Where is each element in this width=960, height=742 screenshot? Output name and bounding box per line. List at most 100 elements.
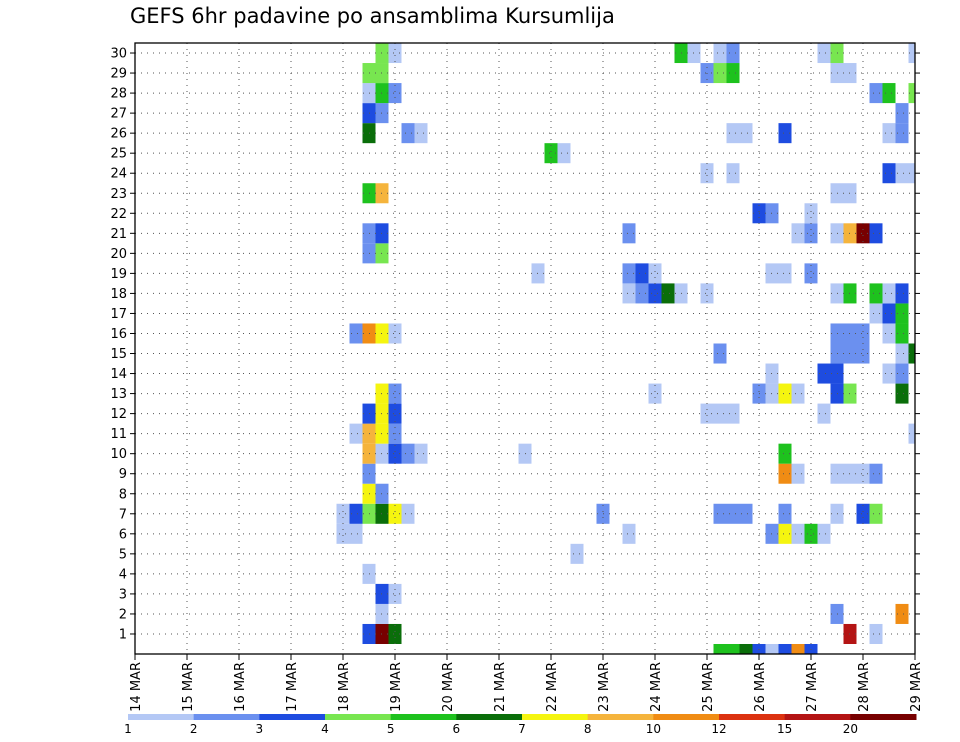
y-tick-label: 11: [110, 427, 127, 442]
x-tick-label: 29 MAR: [909, 662, 924, 712]
data-cell: [882, 83, 896, 104]
legend-swatch: [325, 714, 392, 720]
legend-label: 3: [256, 722, 264, 736]
data-cell: [414, 123, 428, 144]
data-cell: [388, 503, 402, 524]
data-cell: [739, 123, 753, 144]
x-tick-label: 25 MAR: [701, 662, 716, 712]
data-cell: [778, 383, 792, 404]
y-tick-label: 10: [110, 447, 127, 462]
x-tick-label: 15 MAR: [181, 662, 196, 712]
data-cell: [544, 143, 558, 164]
plot-frame: [134, 42, 916, 655]
data-cell: [570, 543, 584, 564]
x-tick-label: 23 MAR: [597, 662, 612, 712]
legend-swatch: [456, 714, 523, 720]
legend-label: 8: [584, 722, 592, 736]
data-cell: [388, 43, 402, 64]
x-axis: 14 MAR 15 MAR 16 MAR 17 MAR 18 MAR 19 MAR 20 M…: [129, 654, 924, 712]
data-cell: [856, 503, 870, 524]
y-tick-label: 13: [110, 387, 127, 402]
legend-label: 1: [124, 722, 132, 736]
data-cell: [778, 644, 792, 654]
y-tick-label: 8: [119, 487, 127, 502]
data-cell: [804, 263, 818, 284]
legend-swatch: [850, 714, 917, 720]
grid-layer: [134, 43, 916, 654]
data-cell: [336, 523, 350, 544]
legend-swatch: [719, 714, 786, 720]
data-cell: [388, 623, 402, 644]
data-cell: [726, 123, 740, 144]
data-cell: [895, 303, 909, 324]
data-cell: [817, 43, 831, 64]
legend-label: 12: [711, 722, 726, 736]
data-cell: [817, 363, 831, 384]
data-cell: [778, 523, 792, 544]
data-cell: [414, 443, 428, 464]
data-cell: [908, 163, 915, 184]
legend-swatch: [784, 714, 851, 720]
data-cell: [895, 163, 909, 184]
data-cell: [882, 363, 896, 384]
data-cell: [869, 623, 883, 644]
y-tick-label: 20: [110, 247, 127, 262]
data-cell: [908, 43, 915, 64]
chart-title: GEFS 6hr padavine po ansamblima Kursumli…: [130, 4, 615, 28]
x-tick-label: 21 MAR: [493, 662, 508, 712]
data-cell: [895, 283, 909, 304]
y-tick-label: 16: [110, 327, 127, 342]
y-tick-label: 9: [119, 467, 127, 482]
data-cell: [726, 63, 740, 84]
x-tick-label: 26 MAR: [753, 662, 768, 712]
data-cell: [713, 503, 727, 524]
data-cell: [869, 463, 883, 484]
data-cell: [856, 223, 870, 244]
data-cell: [869, 223, 883, 244]
x-tick-label: 27 MAR: [805, 662, 820, 712]
legend-swatch: [128, 714, 195, 720]
data-cell: [869, 283, 883, 304]
data-cell: [765, 644, 779, 654]
data-cell: [401, 443, 415, 464]
data-cell: [622, 523, 636, 544]
data-cell: [804, 523, 818, 544]
data-cell: [791, 644, 805, 654]
data-cell: [869, 303, 883, 324]
data-cell: [349, 423, 363, 444]
legend-swatch: [390, 714, 457, 720]
y-axis: 1234567891011121314151617181920212223242…: [110, 47, 920, 642]
y-tick-label: 22: [110, 207, 127, 222]
legend-swatch: [259, 714, 326, 720]
data-cell: [648, 383, 662, 404]
x-tick-label: 20 MAR: [441, 662, 456, 712]
data-cell: [778, 123, 792, 144]
legend-label: 7: [518, 722, 526, 736]
data-cell: [908, 343, 915, 364]
legend-label: 15: [777, 722, 792, 736]
data-cell: [856, 323, 870, 344]
data-cell: [401, 503, 415, 524]
data-cell: [622, 283, 636, 304]
y-tick-label: 14: [110, 367, 127, 382]
data-cell: [726, 503, 740, 524]
data-cell: [336, 503, 350, 524]
y-tick-label: 15: [110, 347, 127, 362]
data-cell: [895, 603, 909, 624]
data-cell: [882, 303, 896, 324]
data-cell: [739, 503, 753, 524]
data-cell: [895, 323, 909, 344]
data-cell: [778, 443, 792, 464]
x-tick-label: 14 MAR: [129, 662, 144, 712]
y-tick-label: 30: [110, 47, 127, 62]
data-cell: [661, 283, 675, 304]
data-cell: [635, 263, 649, 284]
data-cell: [869, 503, 883, 524]
data-cell: [778, 463, 792, 484]
data-cell: [804, 203, 818, 224]
y-tick-label: 12: [110, 407, 127, 422]
y-tick-label: 3: [119, 587, 127, 602]
data-cell: [388, 383, 402, 404]
data-cell: [557, 143, 571, 164]
color-legend: 1 2 3 4 5 6 7 8 10 12 15 20: [124, 714, 917, 736]
